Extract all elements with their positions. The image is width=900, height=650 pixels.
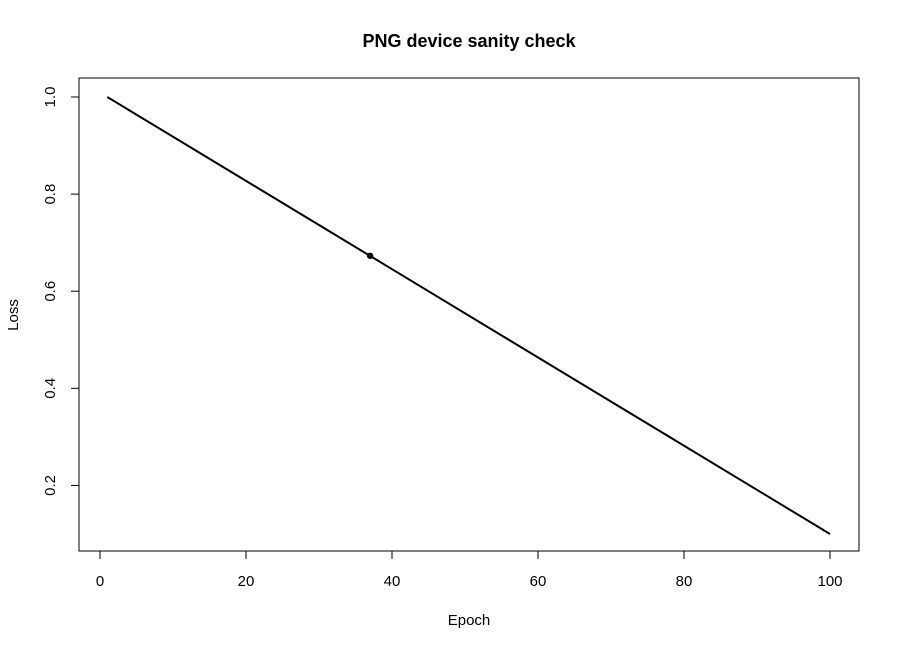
- y-tick-label: 0.6: [42, 281, 59, 302]
- x-tick-label: 20: [238, 573, 255, 590]
- x-tick-label: 40: [384, 573, 401, 590]
- x-tick-label: 80: [676, 573, 693, 590]
- x-tick-label: 60: [530, 573, 547, 590]
- chart-title: PNG device sanity check: [362, 31, 576, 51]
- x-tick-label: 100: [817, 573, 842, 590]
- y-tick-label: 0.2: [42, 475, 59, 496]
- data-point: [366, 252, 374, 259]
- y-axis: 0.2 0.4 0.6 0.8 1.0: [42, 87, 80, 496]
- x-axis-label: Epoch: [448, 612, 491, 629]
- y-tick-label: 1.0: [42, 87, 59, 108]
- y-axis-label: Loss: [5, 299, 22, 331]
- x-tick-label: 0: [96, 573, 104, 590]
- y-tick-label: 0.8: [42, 184, 59, 205]
- series-line: [106, 96, 831, 535]
- y-tick-label: 0.4: [42, 378, 59, 399]
- series-layer: [106, 96, 831, 535]
- x-axis: 0 20 40 60 80 100: [96, 550, 843, 590]
